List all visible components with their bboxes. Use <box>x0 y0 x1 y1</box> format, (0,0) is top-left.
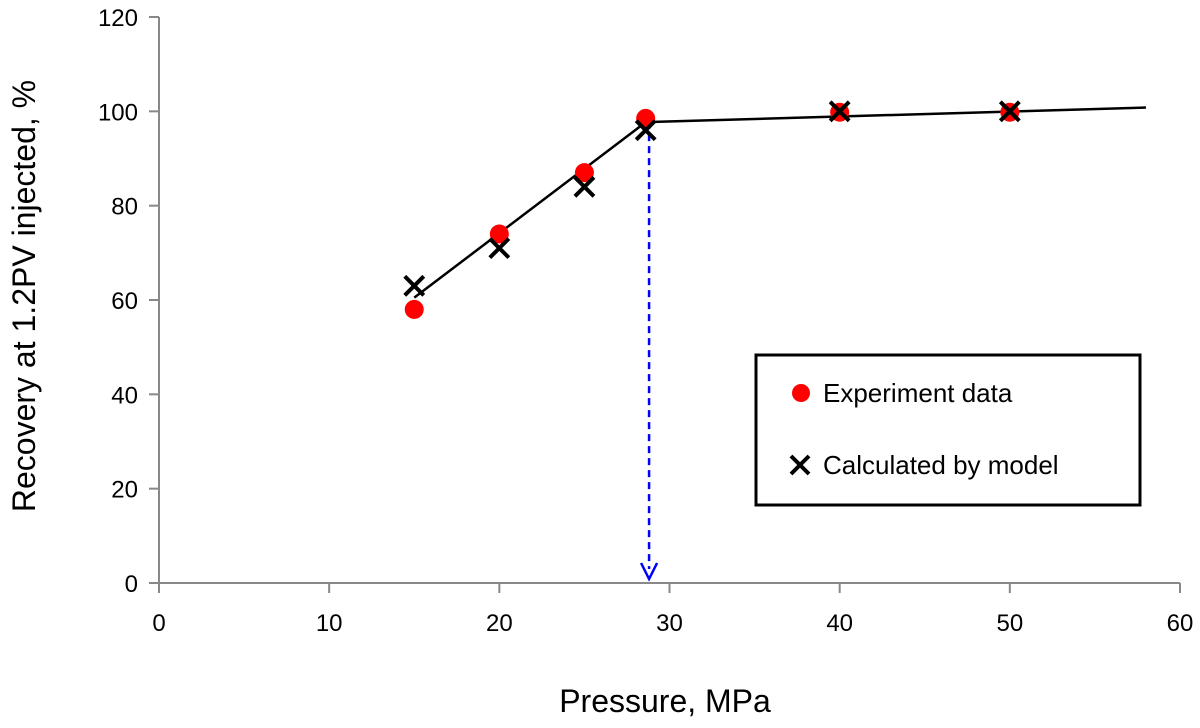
legend: Experiment data Calculated by model <box>754 353 1142 507</box>
x-tick-label: 50 <box>996 610 1023 637</box>
model-point <box>488 237 511 260</box>
x-tick-label: 0 <box>152 610 165 637</box>
model-point <box>634 119 657 142</box>
legend-model-marker <box>789 454 811 476</box>
dashed-arrow-head <box>639 562 659 582</box>
model-point <box>998 100 1021 123</box>
x-tick-label: 40 <box>826 610 853 637</box>
legend-model-label: Calculated by model <box>823 450 1059 480</box>
y-axis-ticks: 0 20 40 60 80 100 120 <box>98 5 159 598</box>
y-axis-title: Recovery at 1.2PV injected, % <box>6 80 42 512</box>
y-tick-label: 80 <box>111 194 138 221</box>
experiment-point <box>574 163 594 183</box>
y-tick-label: 60 <box>111 288 138 315</box>
y-tick-label: 40 <box>111 382 138 409</box>
legend-experiment-label: Experiment data <box>823 378 1013 408</box>
x-tick-label: 30 <box>656 610 683 637</box>
model-point <box>573 175 596 198</box>
experiment-point <box>489 224 509 244</box>
model-point <box>828 100 851 123</box>
data-points <box>403 100 1021 319</box>
legend-experiment-marker <box>792 384 810 402</box>
mmp-annotation <box>639 122 659 582</box>
x-axis-title: Pressure, MPa <box>559 683 771 719</box>
model-point <box>403 274 426 297</box>
x-tick-label: 10 <box>316 610 343 637</box>
x-tick-label: 60 <box>1167 610 1194 637</box>
x-tick-label: 20 <box>486 610 513 637</box>
y-tick-label: 100 <box>98 99 138 126</box>
trend-lines <box>413 106 1147 299</box>
legend-box <box>754 353 1142 507</box>
y-tick-label: 120 <box>98 5 138 32</box>
x-axis-ticks: 0 10 20 30 40 50 60 <box>152 583 1193 637</box>
y-tick-label: 0 <box>125 571 138 598</box>
experiment-point <box>404 299 424 319</box>
trend-line-2 <box>645 106 1147 124</box>
trend-line-1 <box>413 121 647 299</box>
y-tick-label: 20 <box>111 477 138 504</box>
